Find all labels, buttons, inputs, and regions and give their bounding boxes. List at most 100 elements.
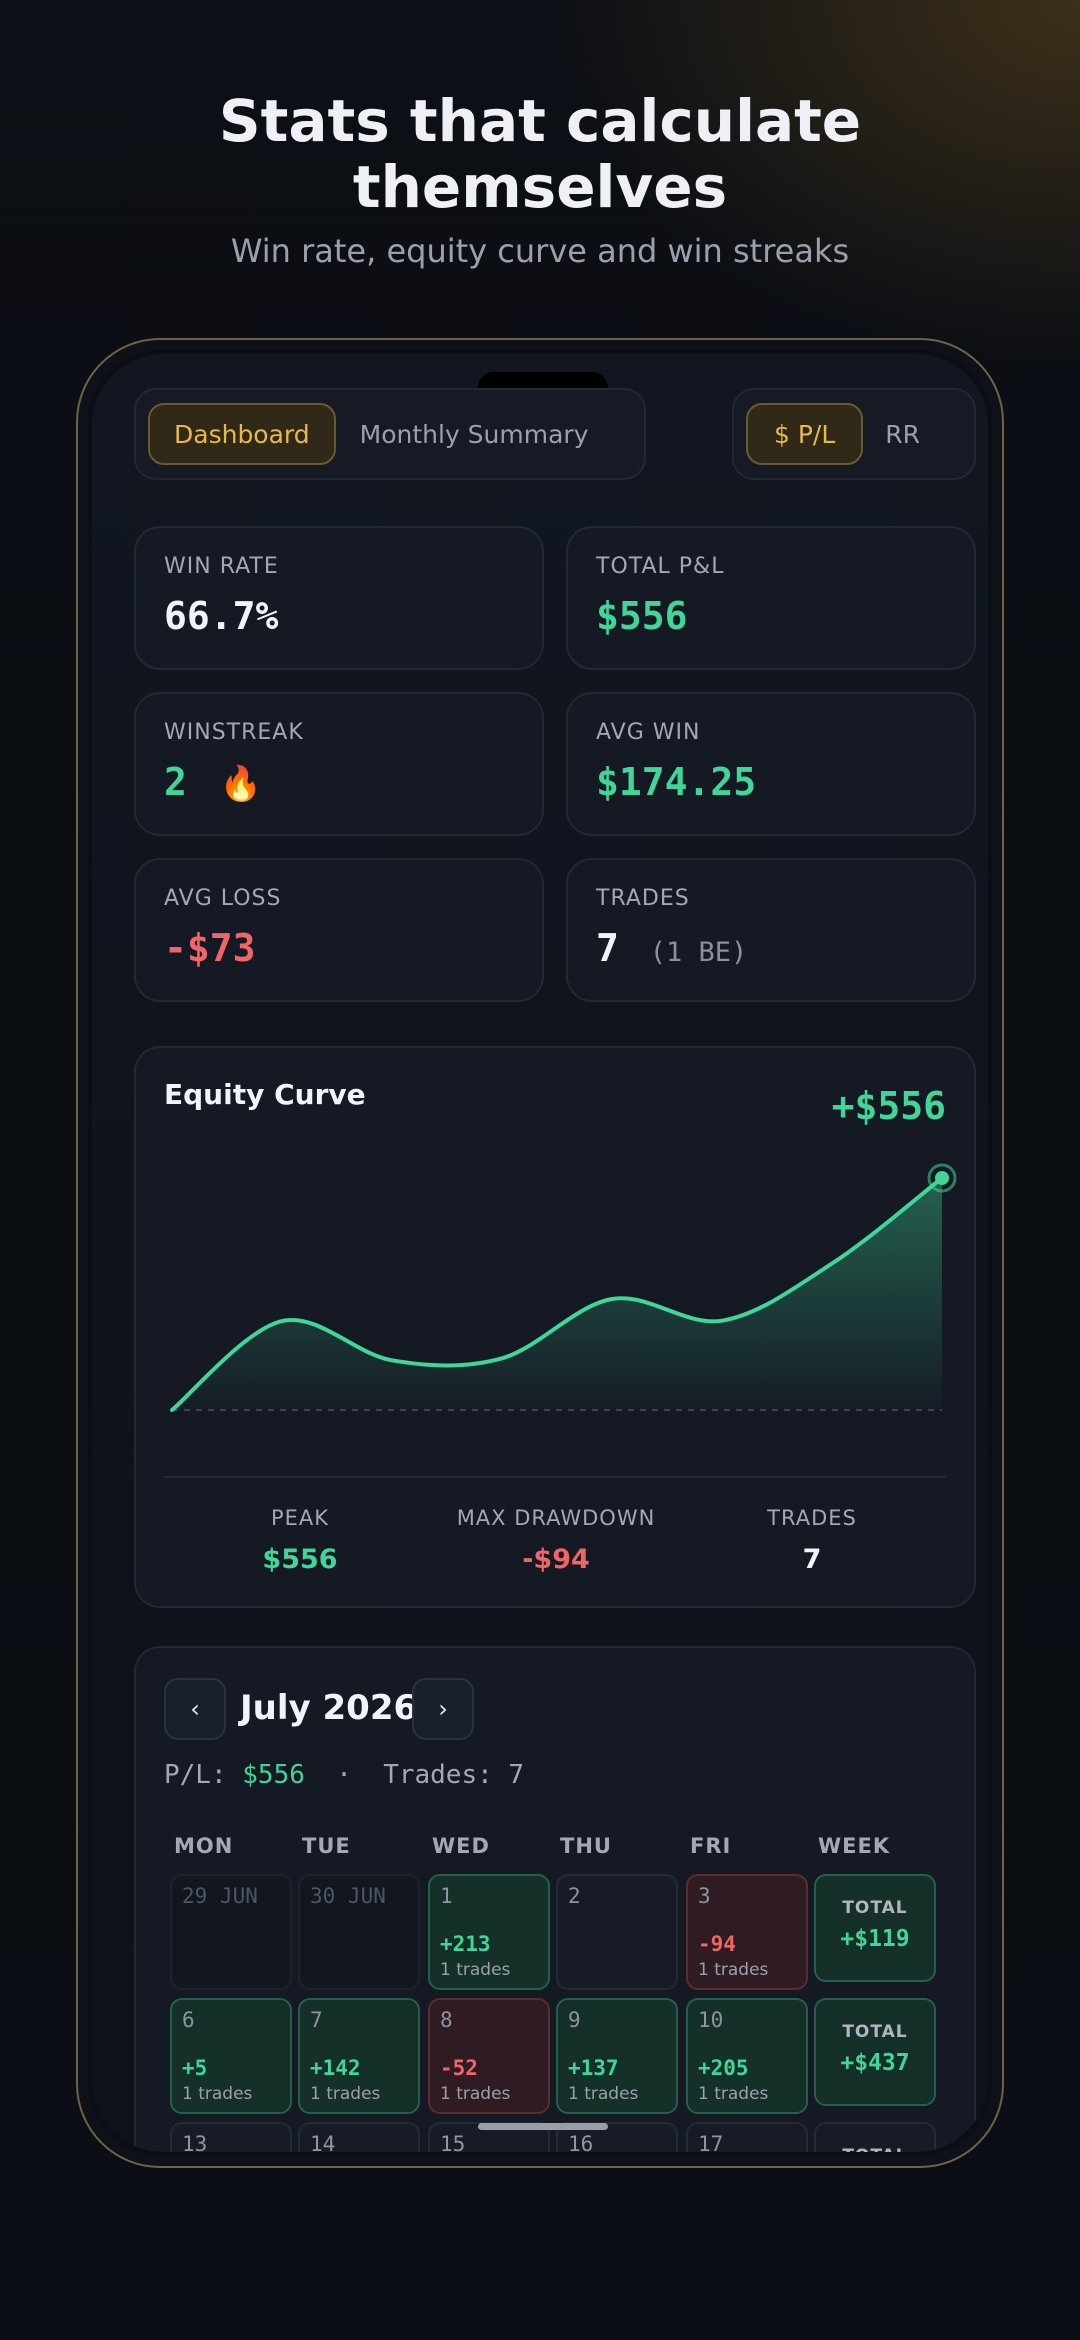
subtitle: Win rate, equity curve and win streaks bbox=[230, 232, 850, 270]
day-pl: +213 bbox=[440, 1932, 491, 1956]
day-trade-count: 1 trades bbox=[440, 1960, 511, 1980]
peak-value: $556 bbox=[262, 1544, 338, 1575]
stat-label: AVG WIN bbox=[596, 720, 701, 745]
day-number: 1 bbox=[440, 1884, 453, 1908]
calendar-day-cell[interactable]: 17 bbox=[686, 2122, 808, 2152]
stat-value: $556 bbox=[596, 594, 688, 638]
trades-count: 7 bbox=[596, 926, 619, 970]
day-trade-count: 1 trades bbox=[310, 2084, 381, 2104]
day-trade-count: 1 trades bbox=[182, 2084, 253, 2104]
equity-line bbox=[170, 1176, 944, 1412]
stat-card-trades: TRADES 7 (1 BE) bbox=[566, 858, 976, 1002]
day-number: 3 bbox=[698, 1884, 711, 1908]
day-number: 9 bbox=[568, 2008, 581, 2032]
calendar-card: ‹ July 2026 › P/L: $556 · Trades: 7 MON … bbox=[134, 1646, 976, 2152]
day-number: 14 bbox=[310, 2132, 336, 2152]
dow-fri: FRI bbox=[690, 1834, 732, 1858]
unit-switcher: $ P/L RR bbox=[732, 388, 976, 480]
day-number: 6 bbox=[182, 2008, 195, 2032]
equity-trades: TRADES 7 bbox=[682, 1506, 942, 1575]
winstreak-count: 2 bbox=[164, 760, 187, 804]
day-number: 13 bbox=[182, 2132, 208, 2152]
trades-value: 7 bbox=[802, 1544, 822, 1575]
day-pl: -94 bbox=[698, 1932, 736, 1956]
day-number: 29 JUN bbox=[182, 1884, 258, 1908]
stat-label: WINSTREAK bbox=[164, 720, 304, 745]
stat-label: TOTAL P&L bbox=[596, 554, 725, 579]
calendar-day-cell[interactable]: 8 -52 1 trades bbox=[428, 1998, 550, 2114]
week-total-value: +$119 bbox=[840, 1926, 910, 1952]
unit-dollar-pl[interactable]: $ P/L bbox=[746, 403, 864, 465]
headline-line-2: themselves bbox=[352, 153, 728, 221]
view-switcher: Dashboard Monthly Summary bbox=[134, 388, 646, 480]
tab-monthly-summary[interactable]: Monthly Summary bbox=[359, 419, 589, 449]
calendar-day-cell[interactable]: 10 +205 1 trades bbox=[686, 1998, 808, 2114]
tab-dashboard[interactable]: Dashboard bbox=[148, 403, 336, 465]
day-trade-count: 1 trades bbox=[440, 2084, 511, 2104]
week-total-label: TOTAL bbox=[842, 1898, 908, 1918]
calendar-day-cell[interactable]: 2 bbox=[556, 1874, 678, 1990]
week-total-value: +$437 bbox=[840, 2050, 910, 2076]
stat-card-winstreak: WINSTREAK 2 🔥 bbox=[134, 692, 544, 836]
day-trade-count: 1 trades bbox=[698, 1960, 769, 1980]
stat-card-win-rate: WIN RATE 66.7% bbox=[134, 526, 544, 670]
unit-rr[interactable]: RR bbox=[885, 419, 921, 449]
stat-value: 2 🔥 bbox=[164, 760, 262, 804]
stat-label: AVG LOSS bbox=[164, 886, 282, 911]
dow-tue: TUE bbox=[302, 1834, 351, 1858]
summary-trades: Trades: 7 bbox=[383, 1760, 525, 1790]
day-number: 10 bbox=[698, 2008, 724, 2032]
next-month-button[interactable]: › bbox=[412, 1678, 474, 1740]
headline-line-1: Stats that calculate bbox=[218, 87, 862, 155]
calendar-day-cell[interactable]: 29 JUN bbox=[170, 1874, 292, 1990]
stat-card-total-pl: TOTAL P&L $556 bbox=[566, 526, 976, 670]
headline: Stats that calculate themselves bbox=[0, 88, 1080, 220]
day-number: 8 bbox=[440, 2008, 453, 2032]
week-total: TOTAL bbox=[814, 2122, 936, 2152]
calendar-month: July 2026 bbox=[240, 1688, 418, 1728]
stat-value: 66.7% bbox=[164, 594, 279, 638]
day-number: 7 bbox=[310, 2008, 323, 2032]
calendar-day-cell[interactable]: 7 +142 1 trades bbox=[298, 1998, 420, 2114]
calendar-day-cell[interactable]: 1 +213 1 trades bbox=[428, 1874, 550, 1990]
dow-wed: WED bbox=[432, 1834, 490, 1858]
stat-value: 7 (1 BE) bbox=[596, 926, 747, 970]
dow-week: WEEK bbox=[818, 1834, 891, 1858]
equity-divider bbox=[164, 1476, 946, 1478]
summary-separator: · bbox=[304, 1760, 384, 1790]
equity-chart bbox=[170, 1163, 957, 1412]
calendar-day-cell[interactable]: 30 JUN bbox=[298, 1874, 420, 1990]
equity-total: +$556 bbox=[831, 1084, 946, 1128]
day-number: 17 bbox=[698, 2132, 724, 2152]
day-pl: +205 bbox=[698, 2056, 749, 2080]
app-screen: Dashboard Monthly Summary $ P/L RR WIN R… bbox=[92, 354, 988, 2152]
calendar-day-cell[interactable]: 3 -94 1 trades bbox=[686, 1874, 808, 1990]
equity-curve-card: Equity Curve +$556 PEAK $556 bbox=[134, 1046, 976, 1608]
calendar-day-cell[interactable]: 6 +5 1 trades bbox=[170, 1998, 292, 2114]
equity-peak: PEAK $556 bbox=[170, 1506, 430, 1575]
peak-label: PEAK bbox=[270, 1506, 330, 1530]
calendar-day-cell[interactable]: 9 +137 1 trades bbox=[556, 1998, 678, 2114]
calendar-day-cell[interactable]: 14 bbox=[298, 2122, 420, 2152]
equity-endpoint-ring bbox=[927, 1163, 957, 1193]
stat-label: TRADES bbox=[596, 886, 690, 911]
prev-month-button[interactable]: ‹ bbox=[164, 1678, 226, 1740]
summary-pl-value: $556 bbox=[242, 1760, 305, 1790]
week-total-label: TOTAL bbox=[842, 2022, 908, 2042]
stat-card-avg-loss: AVG LOSS -$73 bbox=[134, 858, 544, 1002]
equity-endpoint bbox=[935, 1171, 949, 1185]
day-pl: -52 bbox=[440, 2056, 478, 2080]
stat-value: -$73 bbox=[164, 926, 256, 970]
day-number: 16 bbox=[568, 2132, 594, 2152]
phone-frame: Dashboard Monthly Summary $ P/L RR WIN R… bbox=[76, 338, 1004, 2168]
day-number: 2 bbox=[568, 1884, 581, 1908]
dow-thu: THU bbox=[560, 1834, 612, 1858]
stat-card-avg-win: AVG WIN $174.25 bbox=[566, 692, 976, 836]
day-pl: +5 bbox=[182, 2056, 208, 2080]
stat-label: WIN RATE bbox=[164, 554, 279, 579]
trades-label: TRADES bbox=[767, 1506, 857, 1530]
drawdown-label: MAX DRAWDOWN bbox=[456, 1506, 656, 1530]
day-number: 15 bbox=[440, 2132, 466, 2152]
breakeven-count: (1 BE) bbox=[649, 937, 748, 968]
calendar-day-cell[interactable]: 13 bbox=[170, 2122, 292, 2152]
